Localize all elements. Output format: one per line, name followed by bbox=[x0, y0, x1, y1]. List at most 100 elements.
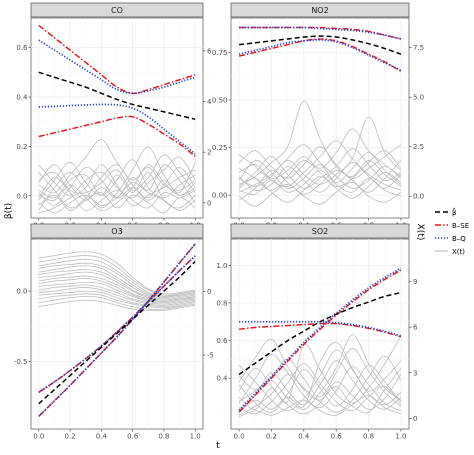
x-tick-label: 0.8 bbox=[158, 433, 169, 441]
xt-curve bbox=[38, 161, 196, 209]
beta-lines-no2 bbox=[238, 26, 402, 72]
legend-item-beta: β̂ bbox=[435, 208, 456, 217]
xt-curve bbox=[238, 341, 402, 413]
legend-label-xt: X(t) bbox=[452, 248, 465, 256]
y-left-tick-label: 0.25 bbox=[212, 144, 228, 152]
x-tick-label: 1.0 bbox=[395, 433, 406, 441]
xt-curve bbox=[38, 164, 196, 214]
strip-o3 bbox=[30, 223, 204, 239]
y-left-tick-label: 0.0 bbox=[16, 288, 27, 296]
panel-so2: SO2 0.0 0.2 0.4 0.6 0.8 1.0 0.4 0.6 0.8 1.0 0 3 6 9 bbox=[216, 223, 418, 441]
series-bq bbox=[38, 243, 196, 417]
beta-lines-o3 bbox=[38, 243, 196, 417]
xt-curve bbox=[38, 164, 196, 209]
x-tick-label: 0.6 bbox=[331, 433, 343, 441]
series-bq bbox=[238, 39, 402, 72]
x-tick-label: 0.6 bbox=[127, 433, 139, 441]
legend-label-bse: B–SE bbox=[452, 222, 469, 230]
x-tick-label: 0.4 bbox=[298, 433, 310, 441]
x-tick-label: 0.2 bbox=[266, 433, 277, 441]
xt-curve bbox=[238, 395, 402, 418]
xt-curve bbox=[38, 262, 196, 297]
xt-curve bbox=[238, 150, 402, 191]
x-tick-label: 0.4 bbox=[96, 433, 108, 441]
y-left-tick-label: -0.5 bbox=[14, 358, 28, 366]
xt-curve bbox=[238, 148, 402, 189]
xt-curve bbox=[38, 154, 196, 194]
y-right-tick-label: 3 bbox=[413, 369, 417, 377]
y-right-tick-label: 4 bbox=[207, 98, 212, 106]
xt-curve bbox=[38, 156, 196, 211]
xt-curve bbox=[238, 349, 402, 412]
xt-curve bbox=[38, 265, 196, 299]
y-right-tick-label: 6 bbox=[207, 47, 212, 55]
legend-label-bq: B–Q bbox=[452, 235, 466, 243]
xt-curve bbox=[38, 295, 196, 310]
panel-title-o3: O3 bbox=[111, 227, 122, 236]
xt-curve bbox=[38, 271, 196, 301]
xt-curve bbox=[38, 269, 196, 300]
xt-curve bbox=[238, 336, 402, 404]
xt-curve bbox=[238, 140, 402, 191]
y-right-tick-label: 0 bbox=[413, 415, 417, 423]
y-left-tick-label: 0.8 bbox=[216, 299, 227, 307]
series-bse bbox=[38, 115, 196, 157]
series-bq bbox=[238, 267, 402, 411]
y-right-tick-label: 0.0 bbox=[413, 193, 424, 201]
y-left-tick-label: 0.00 bbox=[212, 192, 228, 200]
series-bq bbox=[239, 26, 402, 40]
xt-curve bbox=[238, 128, 402, 179]
y-left-tick-label: 0.6 bbox=[16, 44, 28, 52]
y-left-tick-label: 0.6 bbox=[216, 337, 228, 345]
panel-o3: O3 0.0 0.2 0.4 0.6 0.8 1.0 -0.5 0.0 -5 0 bbox=[14, 223, 214, 441]
xt-curve bbox=[238, 364, 402, 413]
y-left-tick-label: 0.0 bbox=[16, 192, 27, 200]
legend-item-bse: B–SE bbox=[435, 222, 469, 230]
xt-curve bbox=[38, 290, 196, 308]
ticks-o3: 0.0 0.2 0.4 0.6 0.8 1.0 -0.5 0.0 -5 0 bbox=[14, 288, 214, 441]
series-beta bbox=[38, 71, 196, 120]
y-right-tick-label: 2.5 bbox=[413, 143, 424, 151]
xt-curve bbox=[38, 284, 196, 305]
beta-lines-co bbox=[38, 24, 196, 157]
xt-curve bbox=[38, 192, 196, 214]
xt-curve bbox=[38, 281, 196, 304]
y-left-tick-label: 0.4 bbox=[216, 375, 228, 383]
xt-curve bbox=[238, 170, 402, 197]
xt-curves-co bbox=[38, 139, 196, 214]
y-left-tick-label: 0.75 bbox=[212, 49, 228, 57]
y-left-tick-label: 1.0 bbox=[216, 262, 227, 270]
legend-label-beta: β̂ bbox=[452, 208, 456, 217]
y-left-tick-label: 0.2 bbox=[16, 143, 27, 151]
y-right-tick-label: 5.0 bbox=[413, 94, 424, 102]
xt-curve bbox=[38, 255, 196, 296]
beta-lines-so2 bbox=[238, 267, 402, 413]
xt-curve bbox=[238, 172, 402, 203]
xt-curve bbox=[38, 299, 196, 312]
strip-so2 bbox=[230, 223, 410, 239]
xt-curve bbox=[238, 100, 402, 187]
legend-item-xt: X(t) bbox=[435, 248, 465, 256]
y-right-tick-label: 2 bbox=[207, 149, 211, 157]
x-tick-label: 0.0 bbox=[234, 433, 245, 441]
xt-curve bbox=[238, 354, 402, 412]
xt-curve bbox=[38, 293, 196, 309]
series-bq bbox=[38, 103, 196, 155]
xt-curve bbox=[238, 367, 402, 415]
y-right-tick-label: 0 bbox=[207, 288, 211, 296]
xt-curve bbox=[238, 144, 402, 193]
xt-curve bbox=[238, 355, 402, 416]
x-tick-label: 1.0 bbox=[190, 433, 201, 441]
xt-curve bbox=[238, 360, 402, 412]
series-bse bbox=[38, 24, 196, 95]
y-left-tick-label: 0.4 bbox=[16, 94, 28, 102]
series-beta bbox=[38, 260, 196, 405]
panel-title-co: CO bbox=[111, 6, 123, 15]
xt-curve bbox=[238, 344, 402, 414]
x-tick-label: 0.0 bbox=[33, 433, 44, 441]
y-right-tick-label: 9 bbox=[413, 278, 417, 286]
panel-title-so2: SO2 bbox=[312, 227, 328, 236]
y-right-tick-label: 0 bbox=[207, 199, 211, 207]
xt-curves-no2 bbox=[238, 100, 402, 207]
